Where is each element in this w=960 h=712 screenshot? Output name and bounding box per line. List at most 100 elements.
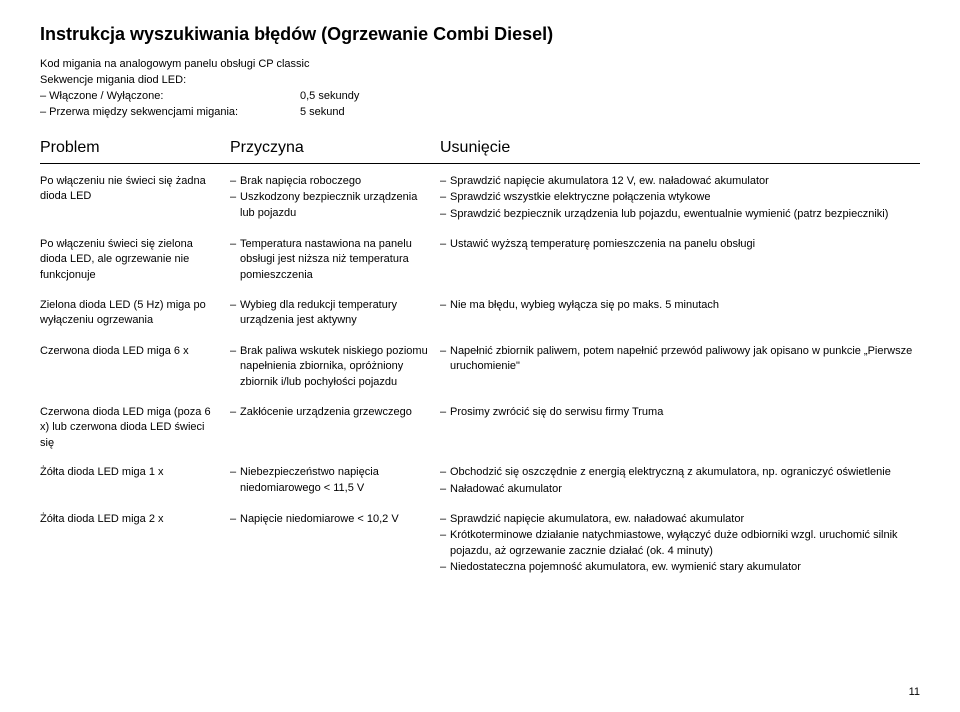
list-item: –Brak napięcia roboczego (230, 174, 428, 189)
cell-problem: Żółta dioda LED miga 1 x (40, 465, 230, 498)
list-item: –Napełnić zbiornik paliwem, potem napełn… (440, 344, 920, 375)
list-item: –Niedostateczna pojemność akumulatora, e… (440, 560, 920, 575)
intro-line2: Sekwencje migania diod LED: (40, 73, 920, 89)
cell-przyczyna: –Brak napięcia roboczego–Uszkodzony bezp… (230, 174, 440, 223)
dash-icon: – (230, 190, 240, 221)
list-item-text: Brak paliwa wskutek niskiego poziomu nap… (240, 344, 428, 390)
cell-usuniecie: –Nie ma błędu, wybieg wyłącza się po mak… (440, 298, 920, 330)
list-item: –Temperatura nastawiona na panelu obsług… (230, 237, 428, 283)
list-item: –Uszkodzony bezpiecznik urządzenia lub p… (230, 190, 428, 221)
cell-usuniecie: –Napełnić zbiornik paliwem, potem napełn… (440, 344, 920, 391)
table-row: Czerwona dioda LED miga (poza 6 x) lub c… (40, 405, 920, 451)
table-row: Czerwona dioda LED miga 6 x–Brak paliwa … (40, 344, 920, 391)
list-item-text: Niebezpieczeństwo napięcia niedomiaroweg… (240, 465, 428, 496)
cell-przyczyna: –Napięcie niedomiarowe < 10,2 V (230, 512, 440, 577)
dash-icon: – (230, 237, 240, 283)
cell-przyczyna: –Wybieg dla redukcji temperatury urządze… (230, 298, 440, 330)
list-item-text: Ustawić wyższą temperaturę pomieszczenia… (450, 237, 755, 252)
dash-icon: – (440, 298, 450, 313)
list-item-text: Niedostateczna pojemność akumulatora, ew… (450, 560, 801, 575)
table-row: Po włączeniu nie świeci się żadna dioda … (40, 174, 920, 223)
table-row: Żółta dioda LED miga 1 x–Niebezpieczeńst… (40, 465, 920, 498)
dash-icon: – (230, 298, 240, 329)
list-item: –Napięcie niedomiarowe < 10,2 V (230, 512, 428, 527)
dash-icon: – (440, 344, 450, 375)
list-item: –Ustawić wyższą temperaturę pomieszczeni… (440, 237, 920, 252)
list-item-text: Nie ma błędu, wybieg wyłącza się po maks… (450, 298, 719, 313)
dash-icon: – (440, 405, 450, 420)
list-item: –Zakłócenie urządzenia grzewczego (230, 405, 428, 420)
list-item-text: Wybieg dla redukcji temperatury urządzen… (240, 298, 428, 329)
table-body: Po włączeniu nie świeci się żadna dioda … (40, 174, 920, 577)
table-row: Zielona dioda LED (5 Hz) miga po wyłącze… (40, 298, 920, 330)
list-item-text: Sprawdzić bezpiecznik urządzenia lub poj… (450, 207, 888, 222)
cell-problem: Żółta dioda LED miga 2 x (40, 512, 230, 577)
cell-usuniecie: –Sprawdzić napięcie akumulatora 12 V, ew… (440, 174, 920, 223)
list-item-text: Temperatura nastawiona na panelu obsługi… (240, 237, 428, 283)
list-item: –Naładować akumulator (440, 482, 920, 497)
list-item: –Krótkoterminowe działanie natychmiastow… (440, 528, 920, 559)
list-item: –Brak paliwa wskutek niskiego poziomu na… (230, 344, 428, 390)
intro-line1: Kod migania na analogowym panelu obsługi… (40, 57, 920, 73)
page-number: 11 (909, 686, 920, 698)
intro-r1-label: – Włączone / Wyłączone: (40, 89, 300, 105)
cell-problem: Czerwona dioda LED miga (poza 6 x) lub c… (40, 405, 230, 451)
cell-przyczyna: –Brak paliwa wskutek niskiego poziomu na… (230, 344, 440, 391)
intro-r2-val: 5 sekund (300, 105, 345, 121)
cell-przyczyna: –Niebezpieczeństwo napięcia niedomiarowe… (230, 465, 440, 498)
list-item-text: Zakłócenie urządzenia grzewczego (240, 405, 412, 420)
list-item-text: Sprawdzić napięcie akumulatora 12 V, ew.… (450, 174, 769, 189)
cell-usuniecie: –Sprawdzić napięcie akumulatora, ew. nał… (440, 512, 920, 577)
dash-icon: – (440, 207, 450, 222)
table-header: Problem Przyczyna Usunięcie (40, 139, 920, 164)
dash-icon: – (440, 560, 450, 575)
list-item: –Sprawdzić napięcie akumulatora, ew. nał… (440, 512, 920, 527)
dash-icon: – (440, 174, 450, 189)
intro-row-1: – Włączone / Wyłączone: 0,5 sekundy (40, 89, 920, 105)
list-item-text: Napełnić zbiornik paliwem, potem napełni… (450, 344, 920, 375)
table-row: Żółta dioda LED miga 2 x–Napięcie niedom… (40, 512, 920, 577)
cell-przyczyna: –Zakłócenie urządzenia grzewczego (230, 405, 440, 451)
table-row: Po włączeniu świeci się zielona dioda LE… (40, 237, 920, 284)
dash-icon: – (440, 190, 450, 205)
list-item-text: Brak napięcia roboczego (240, 174, 361, 189)
intro-r1-val: 0,5 sekundy (300, 89, 359, 105)
intro-row-2: – Przerwa między sekwencjami migania: 5 … (40, 105, 920, 121)
dash-icon: – (230, 174, 240, 189)
list-item-text: Prosimy zwrócić się do serwisu firmy Tru… (450, 405, 663, 420)
list-item: –Prosimy zwrócić się do serwisu firmy Tr… (440, 405, 920, 420)
list-item: –Wybieg dla redukcji temperatury urządze… (230, 298, 428, 329)
list-item: –Obchodzić się oszczędnie z energią elek… (440, 465, 920, 480)
header-usuniecie: Usunięcie (440, 139, 920, 157)
list-item-text: Uszkodzony bezpiecznik urządzenia lub po… (240, 190, 428, 221)
dash-icon: – (440, 512, 450, 527)
dash-icon: – (440, 528, 450, 559)
header-problem: Problem (40, 139, 230, 157)
cell-usuniecie: –Obchodzić się oszczędnie z energią elek… (440, 465, 920, 498)
dash-icon: – (440, 465, 450, 480)
dash-icon: – (230, 465, 240, 496)
dash-icon: – (440, 482, 450, 497)
cell-problem: Zielona dioda LED (5 Hz) miga po wyłącze… (40, 298, 230, 330)
cell-problem: Po włączeniu świeci się zielona dioda LE… (40, 237, 230, 284)
cell-przyczyna: –Temperatura nastawiona na panelu obsług… (230, 237, 440, 284)
list-item: –Sprawdzić napięcie akumulatora 12 V, ew… (440, 174, 920, 189)
page-title: Instrukcja wyszukiwania błędów (Ogrzewan… (40, 24, 920, 45)
list-item-text: Napięcie niedomiarowe < 10,2 V (240, 512, 399, 527)
list-item-text: Krótkoterminowe działanie natychmiastowe… (450, 528, 920, 559)
list-item-text: Obchodzić się oszczędnie z energią elekt… (450, 465, 891, 480)
dash-icon: – (440, 237, 450, 252)
cell-problem: Po włączeniu nie świeci się żadna dioda … (40, 174, 230, 223)
cell-usuniecie: –Prosimy zwrócić się do serwisu firmy Tr… (440, 405, 920, 451)
list-item: –Niebezpieczeństwo napięcia niedomiarowe… (230, 465, 428, 496)
list-item: –Sprawdzić bezpiecznik urządzenia lub po… (440, 207, 920, 222)
cell-problem: Czerwona dioda LED miga 6 x (40, 344, 230, 391)
list-item-text: Naładować akumulator (450, 482, 562, 497)
dash-icon: – (230, 344, 240, 390)
intro-block: Kod migania na analogowym panelu obsługi… (40, 57, 920, 121)
list-item-text: Sprawdzić wszystkie elektryczne połączen… (450, 190, 710, 205)
list-item-text: Sprawdzić napięcie akumulatora, ew. nała… (450, 512, 744, 527)
dash-icon: – (230, 512, 240, 527)
list-item: –Sprawdzić wszystkie elektryczne połącze… (440, 190, 920, 205)
header-przyczyna: Przyczyna (230, 139, 440, 157)
